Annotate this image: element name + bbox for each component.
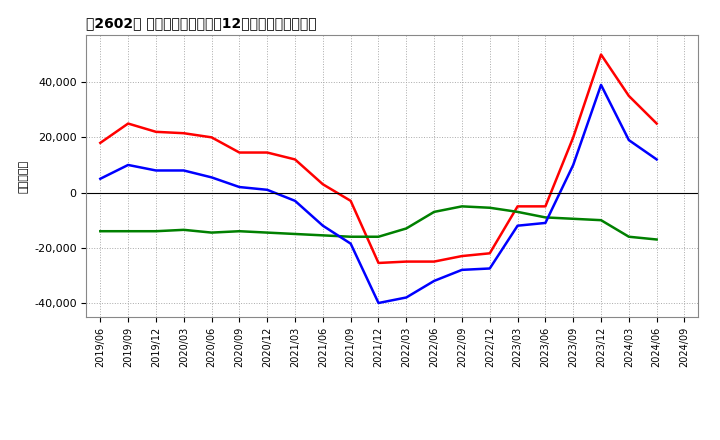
- フリーCF: [513, 223, 522, 228]
- 投資CF: [291, 231, 300, 237]
- Y-axis label: （百万円）: （百万円）: [19, 159, 29, 193]
- 営業CF: [96, 140, 104, 146]
- フリーCF: [541, 220, 550, 226]
- 投資CF: [179, 227, 188, 232]
- 営業CF: [652, 121, 661, 126]
- 営業CF: [597, 52, 606, 57]
- 投資CF: [485, 205, 494, 210]
- 投資CF: [569, 216, 577, 221]
- 営業CF: [179, 131, 188, 136]
- 投資CF: [346, 234, 355, 239]
- 営業CF: [318, 182, 327, 187]
- フリーCF: [374, 301, 383, 306]
- 営業CF: [485, 251, 494, 256]
- フリーCF: [652, 157, 661, 162]
- 投資CF: [652, 237, 661, 242]
- 投資CF: [152, 228, 161, 234]
- 営業CF: [124, 121, 132, 126]
- フリーCF: [152, 168, 161, 173]
- 営業CF: [235, 150, 243, 155]
- 営業CF: [624, 93, 633, 99]
- 投資CF: [124, 228, 132, 234]
- 営業CF: [263, 150, 271, 155]
- フリーCF: [207, 175, 216, 180]
- 投資CF: [624, 234, 633, 239]
- 営業CF: [569, 135, 577, 140]
- 営業CF: [402, 259, 410, 264]
- 営業CF: [430, 259, 438, 264]
- 投資CF: [207, 230, 216, 235]
- フリーCF: [263, 187, 271, 192]
- 営業CF: [346, 198, 355, 203]
- 営業CF: [458, 253, 467, 259]
- 投資CF: [374, 234, 383, 239]
- 営業CF: [207, 135, 216, 140]
- フリーCF: [179, 168, 188, 173]
- フリーCF: [318, 223, 327, 228]
- Text: 2602、 キャッシュフローの12か月移動合計の推移: 2602、 キャッシュフローの12か月移動合計の推移: [86, 16, 317, 30]
- フリーCF: [569, 162, 577, 168]
- 投資CF: [430, 209, 438, 215]
- フリーCF: [485, 266, 494, 271]
- フリーCF: [124, 162, 132, 168]
- 営業CF: [513, 204, 522, 209]
- フリーCF: [291, 198, 300, 203]
- 投資CF: [541, 215, 550, 220]
- 投資CF: [402, 226, 410, 231]
- Line: 投資CF: 投資CF: [100, 206, 657, 239]
- 投資CF: [318, 233, 327, 238]
- 営業CF: [152, 129, 161, 135]
- フリーCF: [235, 184, 243, 190]
- 投資CF: [263, 230, 271, 235]
- 投資CF: [96, 228, 104, 234]
- 営業CF: [374, 260, 383, 266]
- フリーCF: [597, 82, 606, 88]
- フリーCF: [624, 137, 633, 143]
- フリーCF: [96, 176, 104, 181]
- 投資CF: [235, 228, 243, 234]
- フリーCF: [458, 267, 467, 272]
- 投資CF: [458, 204, 467, 209]
- 投資CF: [513, 209, 522, 215]
- フリーCF: [402, 295, 410, 300]
- 営業CF: [291, 157, 300, 162]
- 投資CF: [597, 217, 606, 223]
- Line: 営業CF: 営業CF: [100, 55, 657, 263]
- フリーCF: [430, 278, 438, 283]
- フリーCF: [346, 241, 355, 246]
- Line: フリーCF: フリーCF: [100, 85, 657, 303]
- 営業CF: [541, 204, 550, 209]
